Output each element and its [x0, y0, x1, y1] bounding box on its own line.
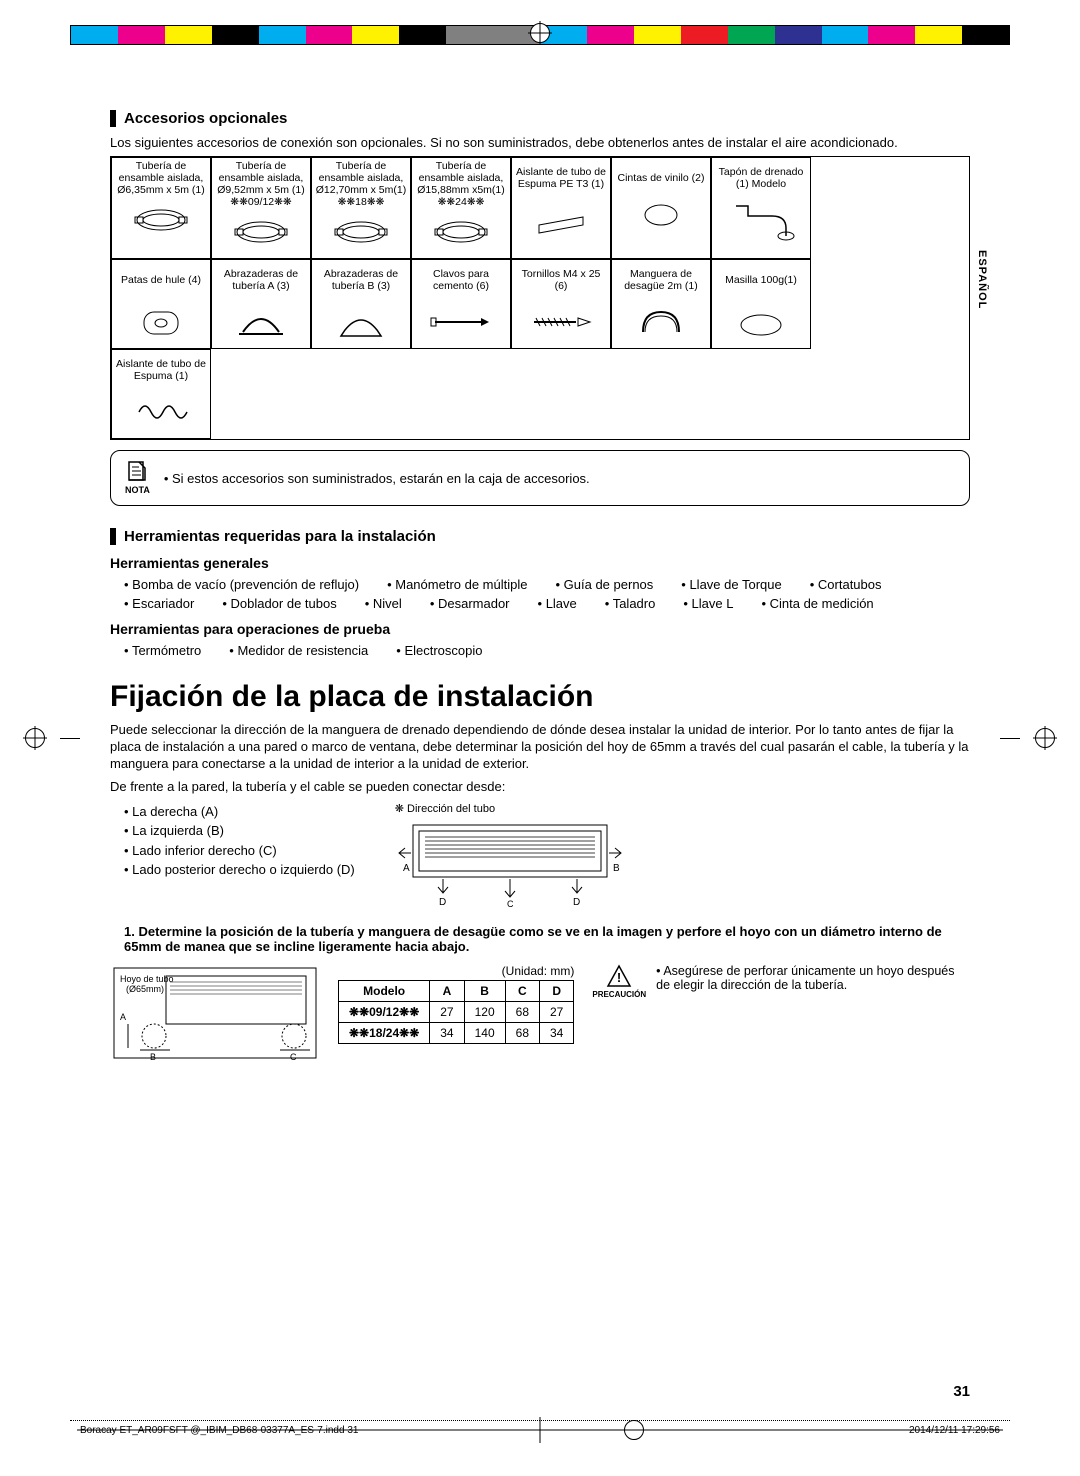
accessory-cell: Tornillos M4 x 25 (6) [511, 259, 611, 349]
accessory-cell: Tubería de ensamble aislada, Ø12,70mm x … [311, 157, 411, 259]
tool-item: Llave L [683, 596, 733, 611]
note-icon: NOTA [125, 461, 150, 495]
tool-item: Cinta de medición [761, 596, 873, 611]
table-header: Modelo [339, 980, 430, 1001]
registration-mark-footer [624, 1420, 644, 1440]
accessory-cell: Tapón de drenado (1) Modelo [711, 157, 811, 259]
svg-text:C: C [290, 1052, 297, 1062]
accessory-cell: Tubería de ensamble aislada, Ø9,52mm x 5… [211, 157, 311, 259]
svg-text:A: A [403, 863, 410, 874]
svg-text:(Ø65mm): (Ø65mm) [126, 984, 164, 994]
page-number: 31 [953, 1383, 970, 1400]
step-1: 1. Determine la posición de la tubería y… [124, 924, 970, 954]
tool-item: Guía de pernos [555, 577, 653, 592]
svg-text:!: ! [617, 970, 621, 985]
dimension-table: ModeloABCD❋❋09/12❋❋271206827❋❋18/24❋❋341… [338, 980, 574, 1044]
table-row: ❋❋18/24❋❋341406834 [339, 1022, 574, 1043]
accessory-cell: Manguera de desagüe 2m (1) [611, 259, 711, 349]
accessory-cell: Aislante de tubo de Espuma PE T3 (1) [511, 157, 611, 259]
accessory-cell: Aislante de tubo de Espuma (1) [111, 349, 211, 439]
note-text: • Si estos accesorios son suministrados,… [164, 471, 590, 486]
page-content: ESPAÑOL Accesorios opcionales Los siguie… [110, 110, 970, 1376]
tool-item: Medidor de resistencia [229, 643, 368, 658]
accessory-cell: Clavos para cemento (6) [411, 259, 511, 349]
tools-general-list: Bomba de vacío (prevención de reflujo) Ma… [124, 577, 970, 611]
table-header: A [430, 980, 464, 1001]
tool-item: Doblador de tubos [222, 596, 336, 611]
registration-mark-left [25, 728, 45, 748]
crop-mark-left [60, 738, 80, 739]
direction-item: La izquierda (B) [124, 821, 355, 841]
table-header: C [505, 980, 539, 1001]
direction-item: La derecha (A) [124, 802, 355, 822]
tools-general-heading: Herramientas generales [110, 555, 970, 571]
print-footer: Boracay ET_AR09FSFT @_IBIM_DB68-03377A_E… [80, 1420, 1000, 1440]
tool-item: Electroscopio [396, 643, 482, 658]
svg-text:D: D [573, 897, 580, 907]
accessory-cell: Patas de hule (4) [111, 259, 211, 349]
tool-item: Cortatubos [810, 577, 882, 592]
dimension-table-block: (Unidad: mm) ModeloABCD❋❋09/12❋❋27120682… [338, 964, 574, 1044]
section-heading-tools: Herramientas requeridas para la instalac… [110, 528, 970, 545]
tool-item: Taladro [605, 596, 656, 611]
table-row: ❋❋09/12❋❋271206827 [339, 1001, 574, 1022]
caution-text: Asegúrese de perforar únicamente un hoyo… [656, 964, 970, 992]
direction-diagram: ❋ Dirección del tubo A B D D C [395, 802, 625, 910]
para-1: Puede seleccionar la dirección de la man… [110, 722, 970, 773]
tool-item: Manómetro de múltiple [387, 577, 527, 592]
tools-test-list: Termómetro Medidor de resistencia Electros… [124, 643, 970, 658]
accessory-cell: Abrazaderas de tubería B (3) [311, 259, 411, 349]
direction-bullets: La derecha (A)La izquierda (B)Lado infer… [124, 802, 355, 880]
accessory-cell: Tubería de ensamble aislada, Ø15,88mm x5… [411, 157, 511, 259]
note-box: NOTA • Si estos accesorios son suministr… [110, 450, 970, 506]
direction-item: Lado inferior derecho (C) [124, 841, 355, 861]
accessories-grid: Tubería de ensamble aislada, Ø6,35mm x 5… [110, 156, 970, 440]
table-header: D [540, 980, 574, 1001]
registration-mark-top [530, 23, 550, 43]
accessories-intro: Los siguientes accesorios de conexión so… [110, 135, 970, 150]
tools-test-heading: Herramientas para operaciones de prueba [110, 621, 970, 637]
svg-text:C: C [507, 899, 514, 907]
accessory-cell: Tubería de ensamble aislada, Ø6,35mm x 5… [111, 157, 211, 259]
caution-icon: ! PRECAUCIÓN [592, 964, 646, 999]
accessory-cell: Cintas de vinilo (2) [611, 157, 711, 259]
language-tab: ESPAÑOL [976, 250, 988, 309]
svg-text:B: B [613, 863, 620, 874]
svg-text:B: B [150, 1052, 156, 1062]
tool-item: Bomba de vacío (prevención de reflujo) [124, 577, 359, 592]
tool-item: Desarmador [430, 596, 510, 611]
tool-item: Llave de Torque [681, 577, 781, 592]
caution-box: ! PRECAUCIÓN Asegúrese de perforar única… [592, 964, 970, 999]
section-heading-accessories: Accesorios opcionales [110, 110, 970, 127]
svg-text:D: D [439, 897, 446, 907]
hole-diagram: Hoyo de tubo (Ø65mm) B C A [110, 964, 320, 1067]
direction-item: Lado posterior derecho o izquierdo (D) [124, 860, 355, 880]
table-header: B [464, 980, 505, 1001]
para-2: De frente a la pared, la tubería y el ca… [110, 779, 970, 796]
tool-item: Nivel [365, 596, 402, 611]
registration-mark-right [1035, 728, 1055, 748]
tool-item: Escariador [124, 596, 194, 611]
main-heading: Fijación de la placa de instalación [110, 680, 970, 714]
accessory-cell: Masilla 100g(1) [711, 259, 811, 349]
tool-item: Llave [538, 596, 577, 611]
tool-item: Termómetro [124, 643, 201, 658]
accessory-cell: Abrazaderas de tubería A (3) [211, 259, 311, 349]
crop-mark-right [1000, 738, 1020, 739]
svg-text:A: A [120, 1012, 126, 1022]
